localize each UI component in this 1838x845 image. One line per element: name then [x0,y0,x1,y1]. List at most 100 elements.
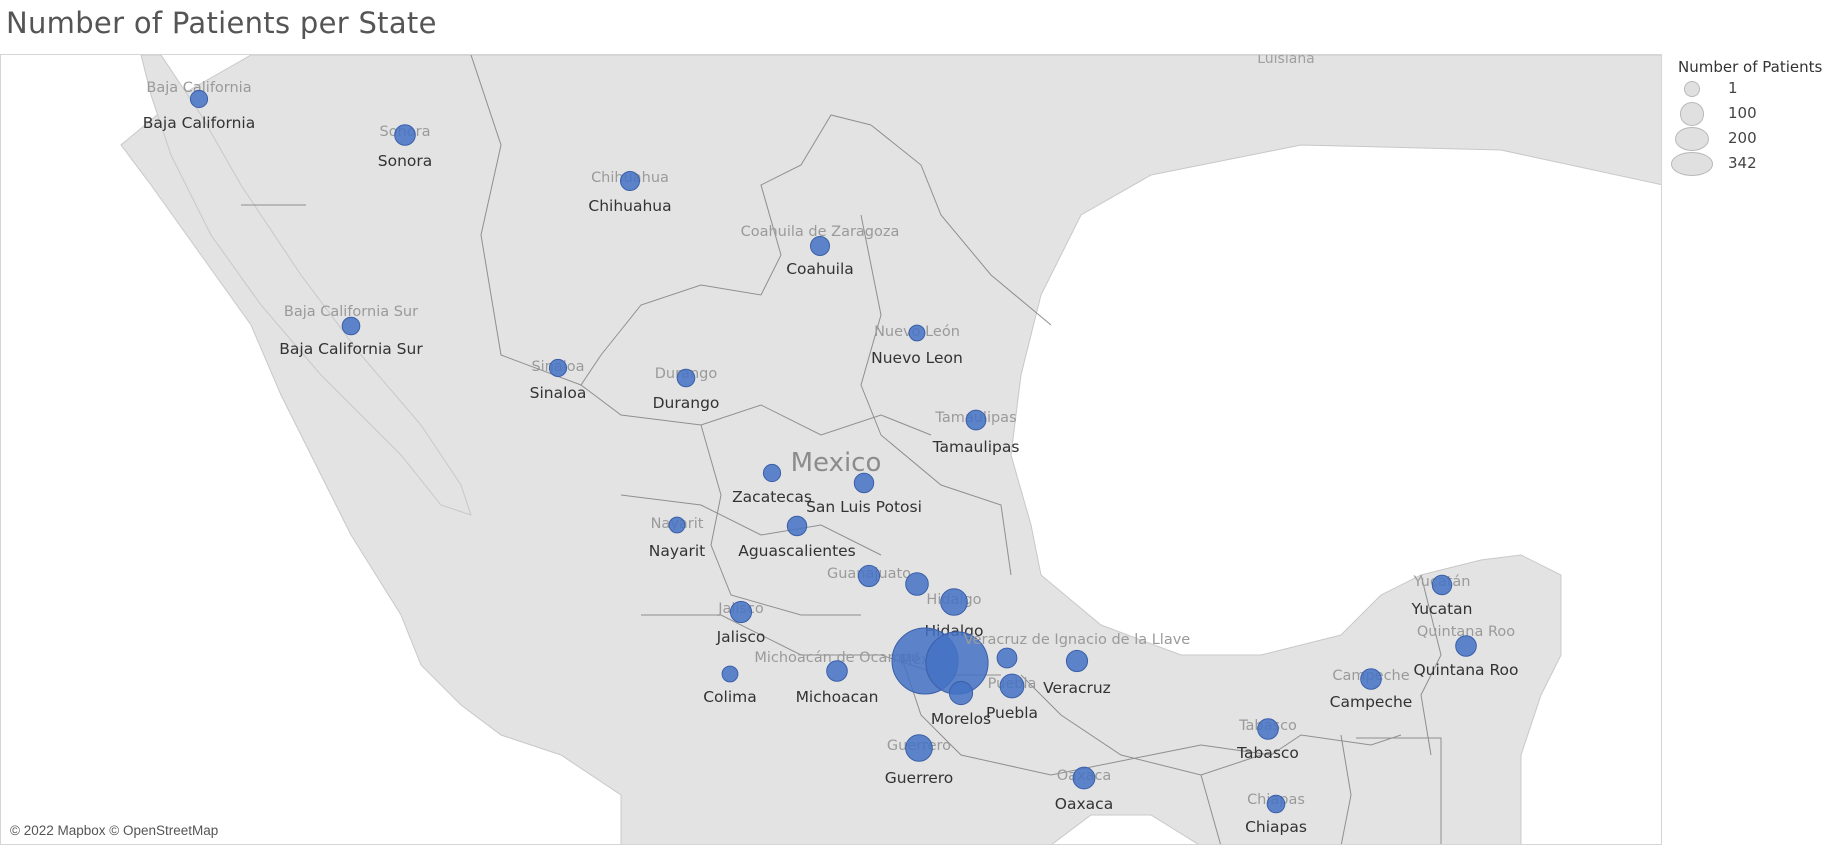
state-mark-group: YucatánYucatan [1411,574,1473,618]
legend-size-circle [1679,101,1705,126]
state-mark-group: Guanajuato [827,564,911,588]
patient-bubble[interactable] [1266,794,1286,814]
patient-bubble[interactable] [996,647,1018,669]
patient-bubble[interactable] [762,463,782,483]
state-mark-group: San Luis Potosi [806,472,922,516]
state-mark-group: Aguascalientes [738,515,856,560]
state-mark-group: SinaloaSinaloa [530,358,587,402]
state-mark-group: SonoraSonora [378,124,433,170]
patient-bubble[interactable] [1360,668,1382,690]
state-mark-group [905,572,929,596]
patient-bubble[interactable] [826,660,848,682]
patient-bubble[interactable] [948,680,974,706]
patient-bubble[interactable] [1065,649,1089,673]
state-label: Colima [703,688,757,706]
basemap-state-label: Baja California Sur [284,304,418,320]
state-mark-group: ChihuahuaChihuahua [588,170,671,215]
patient-bubble[interactable] [668,516,686,534]
legend-item: 100 [1668,101,1838,126]
state-mark-group: Michoacán de Ocampo Michoacan [754,650,919,706]
state-label: Aguascalientes [738,542,856,560]
state-mark-group: Baja California Sur Baja California Sur [279,304,423,358]
patient-bubble[interactable] [341,316,361,336]
patient-bubble[interactable] [940,588,968,616]
state-label: Chihuahua [588,197,671,215]
state-mark-group: PueblaPuebla [986,673,1038,722]
state-label: Tabasco [1236,744,1299,762]
patient-bubble[interactable] [189,89,209,109]
patient-bubble[interactable] [999,673,1025,699]
state-label: Chiapas [1245,818,1307,836]
legend-title: Number of Patients [1678,58,1823,76]
patient-bubble[interactable] [810,236,830,256]
basemap-state-label: Coahuila de Zaragoza [741,224,900,240]
basemap-land [120,55,1661,844]
legend-value-label: 1 [1728,79,1738,97]
state-boundaries [241,55,1442,844]
legend-item: 1 [1668,76,1838,101]
state-mark-group: DurangoDurango [653,366,720,412]
state-mark-group: Veracruz de Ignacio de la Llave Veracruz [964,632,1191,697]
state-mark-group: Morelos [931,680,991,728]
basemap-state-label: Veracruz de Ignacio de la Llave [964,632,1191,648]
legend-size-circle [1675,126,1709,151]
state-mark-group: Baja California Baja California [143,80,255,132]
state-label: San Luis Potosi [806,498,922,516]
patient-bubble[interactable] [676,368,696,388]
state-label: Veracruz [1043,679,1111,697]
state-label: Sinaloa [530,384,587,402]
basemap-state-label: Michoacán de Ocampo [754,650,919,666]
patient-bubble[interactable] [853,472,875,494]
patient-bubble[interactable] [1072,766,1096,790]
patient-bubble[interactable] [908,324,926,342]
legend-value-label: 100 [1728,104,1757,122]
basemap-state-label: Quintana Roo [1417,624,1515,640]
legend-size-circle [1684,80,1700,97]
patient-bubble[interactable] [394,124,416,146]
patient-bubble[interactable] [905,572,929,596]
legend-item: 342 [1668,151,1838,176]
state-label: Nuevo Leon [871,349,963,367]
state-label: Zacatecas [732,488,812,506]
state-mark-group: Coahuila de Zaragoza Coahuila [741,224,900,278]
patient-bubble[interactable] [905,734,933,762]
state-label: Tamaulipas [932,438,1020,456]
state-mark-group [996,647,1018,669]
legend-value-label: 342 [1728,154,1757,172]
state-mark-group: JaliscoJalisco [716,600,765,646]
state-mark-group: ChiapasChiapas [1245,792,1307,836]
patient-bubble[interactable] [857,564,881,588]
state-label: Quintana Roo [1413,661,1518,679]
patient-bubble[interactable] [1431,574,1453,596]
state-label: Coahuila [786,260,854,278]
state-mark-group: TabascoTabasco [1236,718,1299,762]
state-label: Baja California Sur [279,340,423,358]
state-label: Oaxaca [1055,795,1113,813]
patient-bubble[interactable] [620,171,640,191]
state-label: Guerrero [885,769,954,787]
legend-items: 1 100 200 342 [1668,76,1838,176]
basemap-state-label: Baja California [146,80,251,96]
patient-bubble[interactable] [729,600,753,624]
state-label: Yucatan [1411,600,1473,618]
state-mark-group: Colima [703,665,757,706]
map-attribution[interactable]: © 2022 Mapbox © OpenStreetMap [10,823,219,838]
map-view[interactable]: Luisiana Mexico Baja California Baja Cali… [0,54,1662,845]
patient-bubble[interactable] [1257,718,1279,740]
patient-bubble[interactable] [786,515,808,537]
state-label: Nayarit [649,542,706,560]
chart-title: Number of Patients per State [6,6,437,40]
state-mark-group: NayaritNayarit [649,516,706,560]
state-label: Puebla [986,704,1038,722]
patient-bubble[interactable] [1455,635,1477,657]
state-mark-group: CampecheCampeche [1330,668,1413,711]
patient-bubble[interactable] [965,409,987,431]
legend-item: 200 [1668,126,1838,151]
state-mark-group: GuerreroGuerrero [885,734,954,787]
patient-bubble[interactable] [548,358,568,378]
state-mark-group: Zacatecas [732,463,812,506]
neighbor-region-label: Luisiana [1257,55,1315,67]
patient-bubble[interactable] [721,665,739,683]
